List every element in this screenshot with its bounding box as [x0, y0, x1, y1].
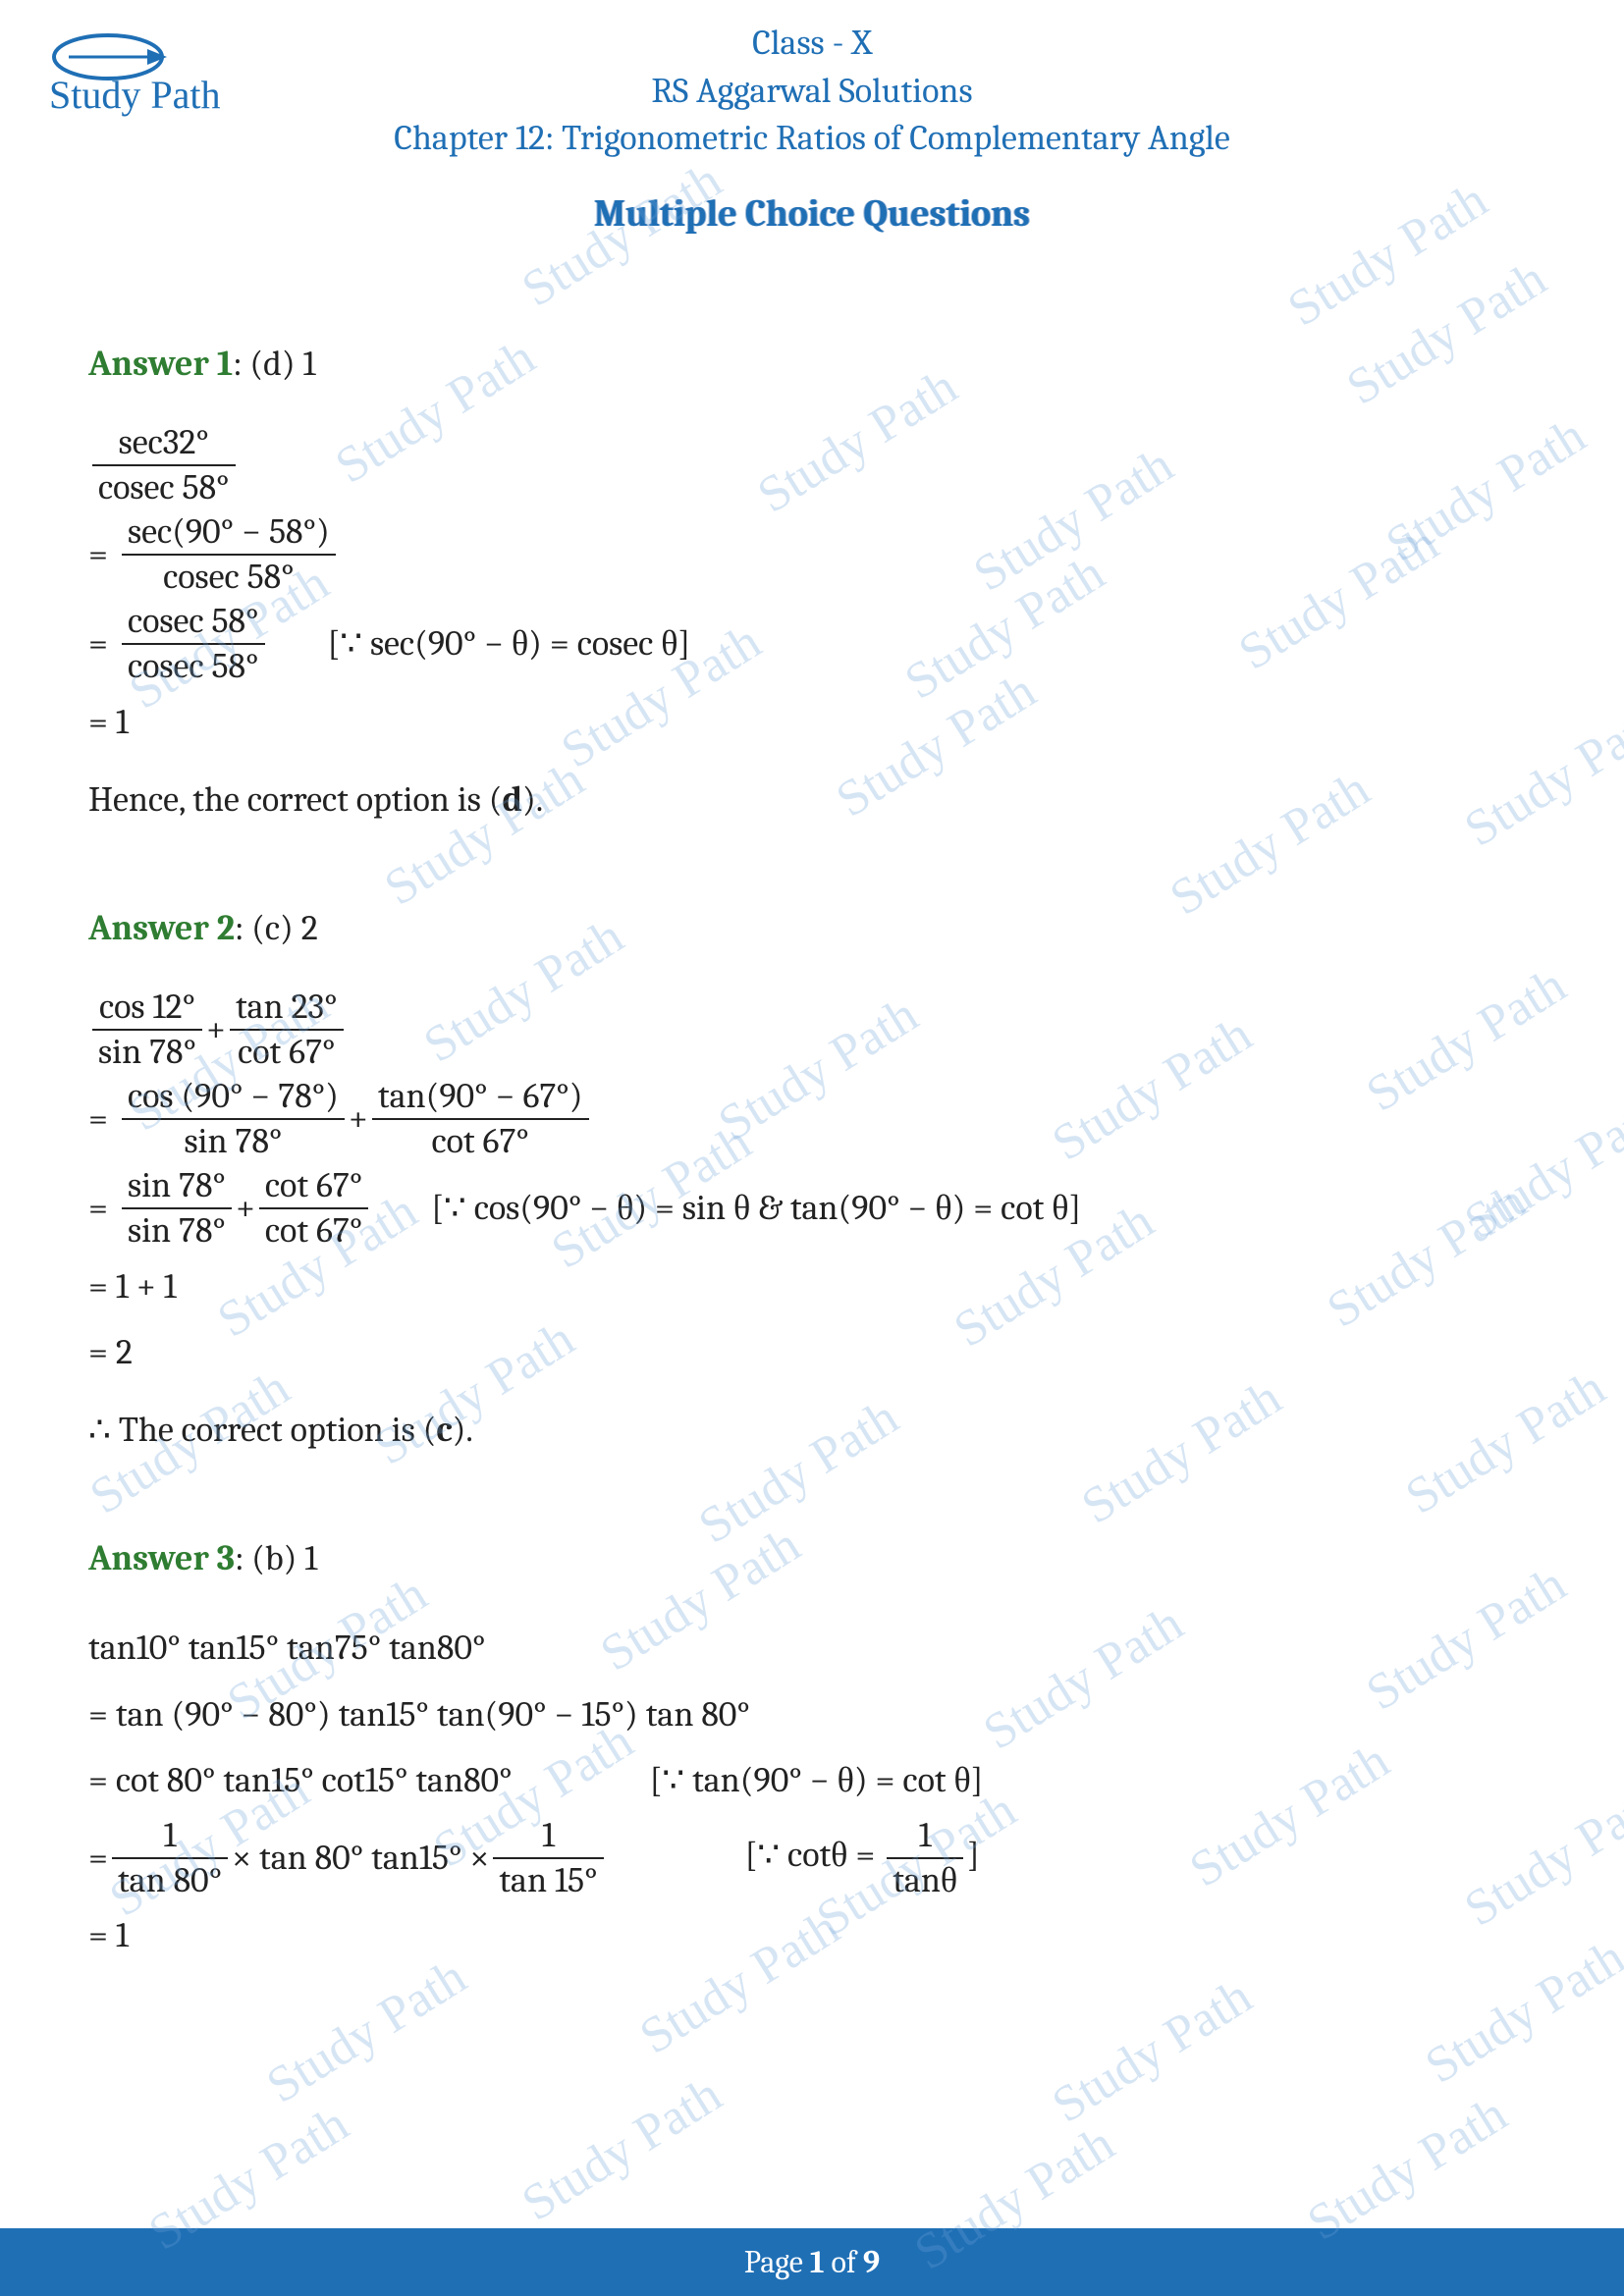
fraction: sin 78°sin 78°	[122, 1166, 232, 1250]
content-area: Answer 1: (d) 1 sec32°cosec 58° = sec(90…	[0, 236, 1624, 1966]
math-step: cos 12°sin 78° + tan 23°cot 67° = cos (9…	[88, 988, 1536, 1382]
fraction: sec(90° − 58°)cosec 58°	[122, 512, 336, 596]
fraction: 1tan 80°	[112, 1816, 228, 1899]
header-chapter: Chapter 12: Trigonometric Ratios of Comp…	[0, 115, 1624, 163]
answer-heading: Answer 1: (d) 1	[88, 334, 1536, 394]
fraction: tan(90° − 67°)cot 67°	[372, 1077, 589, 1160]
reason-note: [∵ cotθ = 1tanθ]	[745, 1816, 980, 1899]
reason-note: [∵ sec(90° − θ) = cosec θ]	[328, 614, 691, 673]
answer-label: Answer 2	[88, 908, 235, 948]
expression: tan10° tan15° tan75° tan80°	[88, 1618, 485, 1678]
reason-note: [∵ tan(90° − θ) = cot θ]	[650, 1750, 984, 1810]
svg-text:Study Path: Study Path	[49, 73, 220, 117]
section-title: Multiple Choice Questions	[0, 192, 1624, 236]
result: = 1	[88, 692, 129, 752]
reason-note: [∵ cos(90° − θ) = sin θ & tan(90° − θ) =…	[431, 1178, 1081, 1238]
conclusion: Hence, the correct option is (d).	[88, 770, 1536, 829]
fraction: cos (90° − 78°)sin 78°	[122, 1077, 345, 1160]
fraction: cosec 58°cosec 58°	[122, 602, 265, 685]
answer-label: Answer 1	[88, 344, 233, 384]
result: = 2	[88, 1322, 133, 1382]
watermark: Study Path	[257, 1948, 477, 2114]
page-header: Study Path Class - X RS Aggarwal Solutio…	[0, 0, 1624, 163]
answer-choice: : (b) 1	[235, 1538, 317, 1578]
watermark: Study Path	[513, 2065, 732, 2232]
math-step: sec32°cosec 58° = sec(90° − 58°)cosec 58…	[88, 423, 1536, 752]
expression: = cot 80° tan15° cot15° tan80°	[88, 1750, 513, 1810]
answer-choice: : (c) 2	[235, 908, 318, 948]
fraction: cos 12°sin 78°	[92, 988, 202, 1071]
watermark: Study Path	[1043, 1967, 1263, 2134]
answer-label: Answer 3	[88, 1538, 235, 1578]
fraction: tan 23°cot 67°	[230, 988, 344, 1071]
answer-heading: Answer 3: (b) 1	[88, 1528, 1536, 1588]
result: = 1 + 1	[88, 1256, 177, 1316]
header-class: Class - X	[0, 20, 1624, 68]
conclusion: ∴ The correct option is (c).	[88, 1400, 1536, 1460]
fraction: cot 67°cot 67°	[259, 1166, 368, 1250]
expression: = tan (90° − 80°) tan15° tan(90° − 15°) …	[88, 1684, 750, 1744]
page-footer: Page 1 of 9	[0, 2228, 1624, 2296]
result: = 1	[88, 1905, 129, 1965]
header-book: RS Aggarwal Solutions	[0, 68, 1624, 116]
answer-choice: : (d) 1	[233, 344, 315, 384]
fraction: sec32°cosec 58°	[92, 423, 236, 507]
math-step: tan10° tan15° tan75° tan80° = tan (90° −…	[88, 1618, 1536, 1965]
fraction: 1tan 15°	[493, 1816, 603, 1899]
answer-heading: Answer 2: (c) 2	[88, 898, 1536, 958]
studypath-logo: Study Path	[39, 27, 226, 126]
